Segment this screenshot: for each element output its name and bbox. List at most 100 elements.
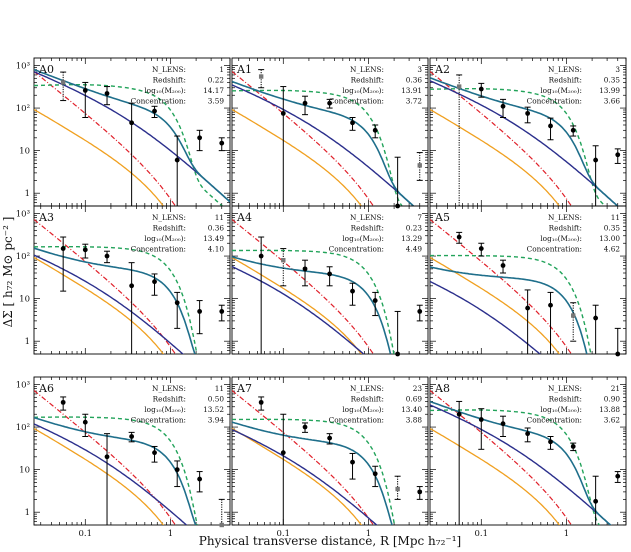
info-value: 11 bbox=[611, 213, 620, 222]
data-point bbox=[349, 117, 356, 131]
data-point bbox=[196, 129, 203, 152]
data-point bbox=[104, 250, 111, 264]
panel-frame bbox=[429, 376, 627, 526]
panel-label: A5 bbox=[434, 211, 450, 224]
info-label: Redshift: bbox=[153, 224, 186, 233]
data-point bbox=[302, 95, 309, 116]
data-point bbox=[547, 117, 554, 141]
excluded-data-point bbox=[416, 152, 423, 181]
info-label: Concentration: bbox=[329, 416, 384, 425]
baryon-curve bbox=[430, 427, 561, 525]
data-point bbox=[500, 98, 507, 119]
data-point bbox=[258, 396, 265, 411]
info-value: 0.23 bbox=[406, 224, 423, 233]
info-label: N_LENS: bbox=[548, 213, 582, 222]
info-value: 0.90 bbox=[604, 395, 621, 404]
two-halo-curve bbox=[232, 89, 403, 206]
info-value: 13.40 bbox=[401, 405, 422, 414]
excluded-data-point bbox=[570, 302, 577, 342]
info-value: 7 bbox=[417, 213, 422, 222]
info-value: 13.52 bbox=[203, 405, 224, 414]
info-value: 4.10 bbox=[208, 245, 225, 254]
baryon-curve bbox=[430, 108, 561, 206]
info-value: 0.22 bbox=[208, 76, 224, 85]
info-value: 0.69 bbox=[406, 395, 423, 404]
info-label: log₁₀(M₂₀₀): bbox=[342, 234, 384, 243]
info-label: Redshift: bbox=[153, 395, 186, 404]
info-value: 0.50 bbox=[208, 395, 225, 404]
info-label: N_LENS: bbox=[548, 65, 582, 74]
nfw-curve bbox=[232, 428, 378, 525]
info-label: Concentration: bbox=[527, 416, 582, 425]
info-label: Concentration: bbox=[131, 416, 186, 425]
info-label: log₁₀(M₂₀₀): bbox=[144, 234, 186, 243]
x-tick-label: 1 bbox=[564, 529, 569, 539]
info-label: N_LENS: bbox=[350, 384, 384, 393]
info-label: log₁₀(M₂₀₀): bbox=[144, 86, 186, 95]
data-point bbox=[280, 86, 287, 206]
excluded-data-point bbox=[60, 71, 67, 102]
panel-label: A7 bbox=[236, 382, 252, 395]
info-label: Redshift: bbox=[549, 395, 582, 404]
panel-label: A8 bbox=[434, 382, 450, 395]
offset-curve bbox=[34, 71, 177, 206]
info-value: 13.88 bbox=[599, 405, 620, 414]
data-point bbox=[570, 442, 577, 452]
info-value: 23 bbox=[413, 384, 423, 393]
info-value: 3.88 bbox=[406, 416, 423, 425]
two-halo-curve bbox=[430, 254, 592, 354]
info-label: Redshift: bbox=[549, 76, 582, 85]
panel-frame bbox=[231, 205, 429, 355]
panel-frame bbox=[231, 376, 429, 526]
data-point bbox=[280, 413, 287, 525]
data-point bbox=[500, 259, 507, 274]
info-value: 0.35 bbox=[604, 76, 621, 85]
y-tick-label: 10³ bbox=[16, 61, 30, 71]
data-point bbox=[547, 436, 554, 450]
axis-ticks bbox=[430, 377, 627, 526]
two-halo-curve bbox=[232, 249, 395, 354]
data-point bbox=[547, 291, 554, 354]
y-tick-label: 1 bbox=[25, 189, 30, 199]
two-halo-curve bbox=[34, 246, 198, 354]
data-point bbox=[104, 86, 111, 106]
axis-ticks bbox=[34, 206, 231, 355]
info-value: 11 bbox=[215, 213, 224, 222]
panel-A1: A1 N_LENS: 3 Redshift: 0.36 log₁₀(M₂₀₀): 13.91… bbox=[231, 57, 429, 209]
data-point bbox=[128, 262, 135, 354]
data-point bbox=[174, 460, 181, 488]
info-label: Concentration: bbox=[527, 97, 582, 106]
offset-curve bbox=[34, 219, 177, 354]
info-value: 3.62 bbox=[604, 416, 620, 425]
y-tick-label: 10 bbox=[19, 295, 30, 305]
panel-label: A1 bbox=[236, 63, 252, 76]
data-point bbox=[82, 413, 89, 438]
baryon-curve bbox=[232, 108, 363, 206]
info-label: N_LENS: bbox=[350, 65, 384, 74]
offset-curve bbox=[34, 390, 177, 525]
info-label: log₁₀(M₂₀₀): bbox=[540, 86, 582, 95]
info-label: Redshift: bbox=[351, 395, 384, 404]
baryon-curve bbox=[34, 427, 165, 525]
data-point bbox=[196, 300, 203, 335]
x-tick-label: 0.1 bbox=[277, 529, 291, 539]
data-point bbox=[592, 145, 599, 206]
data-point bbox=[174, 291, 181, 329]
data-point bbox=[218, 137, 225, 152]
panel-label: A3 bbox=[38, 211, 54, 224]
panel-A3: 1 10 10² 10³ A3 N_LENS: 11 Redshift: 0.36 log₁₀(M… bbox=[16, 205, 231, 355]
data-point bbox=[151, 105, 158, 119]
axis-ticks bbox=[34, 58, 231, 207]
data-point bbox=[372, 465, 379, 488]
info-label: N_LENS: bbox=[152, 384, 186, 393]
baryon-curve bbox=[232, 427, 363, 525]
info-label: log₁₀(M₂₀₀): bbox=[540, 405, 582, 414]
info-value: 13.49 bbox=[203, 234, 224, 243]
info-label: log₁₀(M₂₀₀): bbox=[342, 86, 384, 95]
y-tick-label: 1 bbox=[25, 337, 30, 347]
excluded-data-point bbox=[280, 248, 287, 287]
data-point bbox=[196, 471, 203, 493]
data-point bbox=[614, 327, 621, 357]
nfw-curve bbox=[430, 80, 619, 206]
info-value: 0.36 bbox=[406, 76, 423, 85]
